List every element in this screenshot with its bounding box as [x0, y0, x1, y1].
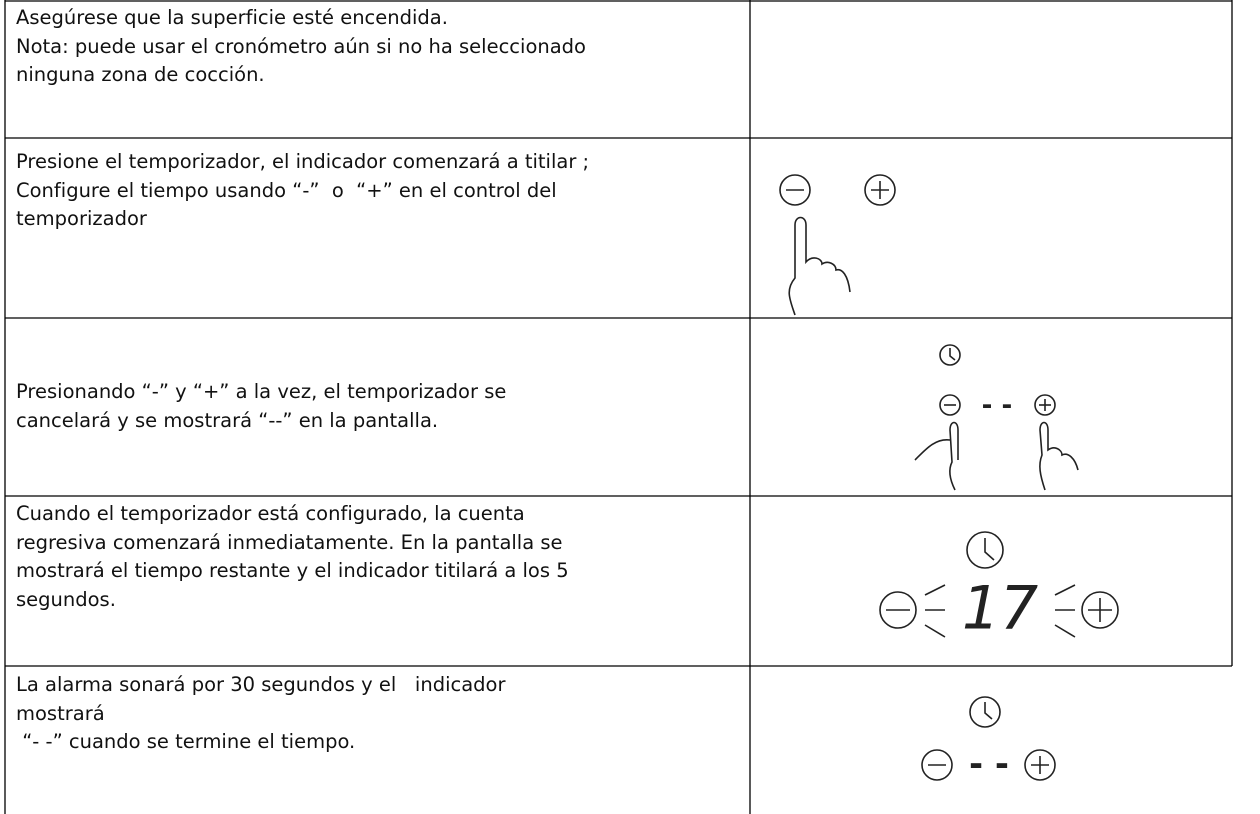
countdown-illustration	[879, 531, 1119, 638]
cell-text: Cuando el temporizador está configurado,…	[16, 500, 746, 614]
cell-text: Asegúrese que la superficie esté encendi…	[16, 4, 746, 90]
text-line: temporizador	[16, 207, 147, 230]
display-text: 17	[962, 574, 1038, 644]
display-text: - -	[982, 391, 1013, 421]
text-line: segundos.	[16, 587, 116, 611]
text-line: Configure el tiempo usando “-” o “+” en …	[16, 178, 557, 202]
table-borders	[4, 0, 1233, 814]
text-line: mostrará el tiempo restante y el indicad…	[16, 559, 569, 582]
text-line: Nota: puede usar el cronómetro aún si no…	[16, 34, 586, 58]
text-line: “- -” cuando se termine el tiempo.	[16, 730, 356, 753]
text-line: regresiva comenzará inmediatamente. En l…	[16, 530, 563, 554]
text-line: Presionando “-” y “+” a la vez, el tempo…	[16, 380, 507, 403]
text-line: ninguna zona de cocción.	[16, 63, 265, 86]
cell-text: Presione el temporizador, el indicador c…	[16, 148, 746, 234]
text-line: La alarma sonará por 30 segundos y el in…	[16, 673, 506, 696]
cell-text: Presionando “-” y “+” a la vez, el tempo…	[16, 378, 746, 435]
cell-text: La alarma sonará por 30 segundos y el in…	[16, 671, 746, 757]
press-illustration	[779, 174, 896, 316]
alarm-illustration	[921, 696, 1056, 781]
text-line: Asegúrese que la superficie esté encendi…	[16, 6, 448, 29]
text-line: cancelará y se mostrará “--” en la panta…	[16, 408, 439, 432]
text-line: mostrará	[16, 701, 105, 725]
cancel-illustration	[914, 344, 1079, 491]
text-line: Presione el temporizador, el indicador c…	[16, 150, 590, 173]
display-text: - -	[969, 745, 1009, 785]
text-line: Cuando el temporizador está configurado,…	[16, 502, 525, 525]
